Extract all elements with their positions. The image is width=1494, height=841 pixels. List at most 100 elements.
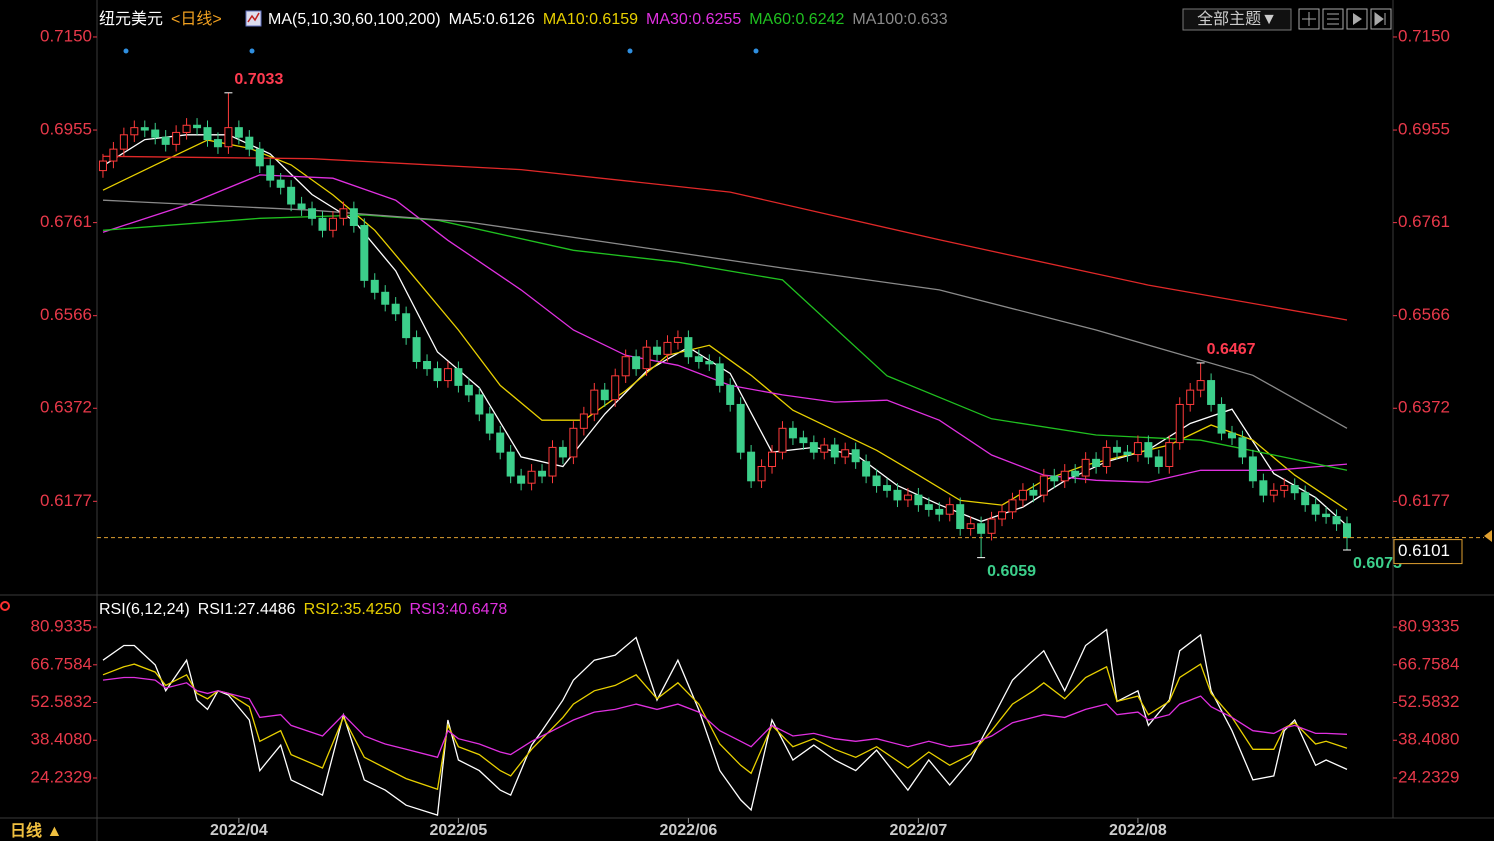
toolbar: 全部主题▼ — [1182, 8, 1392, 31]
y-tick-label: 38.4080 — [31, 730, 92, 749]
y-tick-label-right: 0.6566 — [1398, 305, 1450, 324]
candle-body-down — [255, 148, 264, 167]
series-line — [102, 676, 1348, 759]
candle-body-down — [161, 136, 170, 145]
candle-body-up — [1196, 380, 1205, 391]
candle-body-down — [1290, 485, 1299, 494]
candle-body-down — [788, 427, 797, 439]
y-tick-label-right: 66.7584 — [1398, 654, 1459, 673]
candle-body-up — [443, 368, 452, 382]
y-tick-label: 52.5832 — [31, 692, 92, 711]
theme-menu-button[interactable] — [1182, 8, 1292, 31]
candle-body-up — [590, 389, 599, 415]
last-price-pointer — [1484, 530, 1492, 542]
event-marker[interactable] — [249, 48, 255, 54]
candle-body-down — [1332, 516, 1341, 525]
candle-body-down — [924, 504, 933, 510]
candle-body-up — [1102, 446, 1111, 467]
candle-body-down — [1238, 437, 1247, 458]
x-tick-label: 2022/06 — [659, 822, 717, 839]
candle-body-down — [1144, 442, 1153, 458]
candle-body-down — [245, 136, 254, 150]
candle-body-down — [799, 437, 808, 444]
legend-entry: RSI3:40.6478 — [409, 601, 507, 618]
y-tick-label-right: 0.6177 — [1398, 491, 1450, 510]
candle-body-down — [454, 368, 463, 386]
candle-body-down — [935, 508, 944, 515]
tool-next[interactable] — [1370, 8, 1392, 30]
candle-body-up — [663, 341, 672, 355]
theme-menu-label[interactable]: 全部主题▼ — [1197, 10, 1277, 28]
period-tab[interactable]: 日线 ▲ — [10, 821, 62, 840]
legend-entry: MA5:0.6126 — [449, 11, 535, 28]
candle-body-down — [705, 360, 714, 365]
candle-body-up — [172, 131, 181, 145]
chart-title: RSI(6,12,24) — [99, 601, 190, 618]
candle-body-up — [621, 356, 630, 377]
event-marker[interactable] — [753, 48, 759, 54]
candle-body-down — [830, 444, 839, 458]
y-tick-label: 80.9335 — [31, 617, 92, 636]
candle-body-down — [234, 127, 243, 138]
candle-body-down — [297, 203, 306, 210]
candle-body-down — [1228, 432, 1237, 439]
legend-entry: MA100:0.633 — [852, 11, 947, 28]
legend-entry: MA10:0.6159 — [543, 11, 638, 28]
candle-body-up — [768, 451, 777, 467]
candle-body-down — [475, 394, 484, 415]
candle-body-up — [224, 127, 233, 148]
candle-body-down — [977, 523, 986, 534]
candle-body-up — [548, 446, 557, 477]
candle-body-down — [370, 279, 379, 293]
candle-body-down — [872, 475, 881, 487]
event-marker[interactable] — [123, 48, 129, 54]
candle-body-up — [569, 427, 578, 458]
legend-entry: RSI1:27.4486 — [198, 601, 296, 618]
candle-body-up — [945, 504, 954, 515]
last-price-label: 0.6101 — [1398, 541, 1450, 560]
candle-body-down — [1207, 380, 1216, 405]
series-line — [102, 174, 1348, 483]
candle-body-down — [1259, 480, 1268, 496]
candle-body-down — [1050, 475, 1059, 482]
candle-body-down — [203, 127, 212, 141]
candle-body-up — [987, 518, 996, 534]
candle-body-up — [119, 134, 128, 150]
candle-body-up — [757, 465, 766, 482]
candle-body-up — [998, 511, 1007, 520]
y-tick-label-right: 80.9335 — [1398, 617, 1459, 636]
candle-body-up — [1018, 489, 1027, 501]
candle-body-down — [276, 179, 285, 188]
candle-body-down — [308, 208, 317, 219]
candle-body-up — [1186, 389, 1195, 405]
event-marker[interactable] — [627, 48, 633, 54]
candle-body-down — [318, 217, 327, 231]
candle-body-down — [862, 461, 871, 477]
low-label: 0.6059 — [987, 563, 1036, 580]
candle-body-up — [579, 413, 588, 429]
candle-body-down — [726, 384, 735, 405]
candle-body-up — [109, 148, 118, 162]
candle-body-up — [903, 494, 912, 501]
candle-body-down — [600, 389, 609, 401]
tool-zoom[interactable] — [1322, 8, 1344, 30]
candle-body-up — [1060, 470, 1069, 482]
indicator-icon-line — [247, 12, 260, 23]
candle-body-down — [558, 446, 567, 458]
y-tick-label: 0.7150 — [40, 26, 92, 45]
y-tick-label: 0.6177 — [40, 491, 92, 510]
candle-body-up — [1165, 442, 1174, 467]
candle-body-down — [653, 346, 662, 355]
legend-entry: MA30:0.6255 — [646, 11, 741, 28]
tool-play[interactable] — [1346, 8, 1368, 30]
candle-body-down — [506, 451, 515, 477]
y-tick-label: 0.6761 — [40, 212, 92, 231]
candle-body-down — [1311, 504, 1320, 515]
candle-body-up — [673, 337, 682, 343]
candle-body-down — [151, 129, 160, 138]
candle-body-down — [883, 485, 892, 491]
candle-body-down — [1092, 458, 1101, 467]
candle-body-down — [747, 451, 756, 482]
tool-crosshair[interactable] — [1298, 8, 1320, 30]
